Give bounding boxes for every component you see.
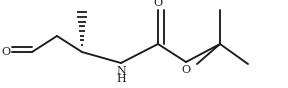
- Text: H: H: [116, 74, 126, 84]
- Text: O: O: [181, 65, 191, 75]
- Text: O: O: [1, 47, 10, 57]
- Text: O: O: [154, 0, 162, 8]
- Text: N: N: [116, 66, 126, 76]
